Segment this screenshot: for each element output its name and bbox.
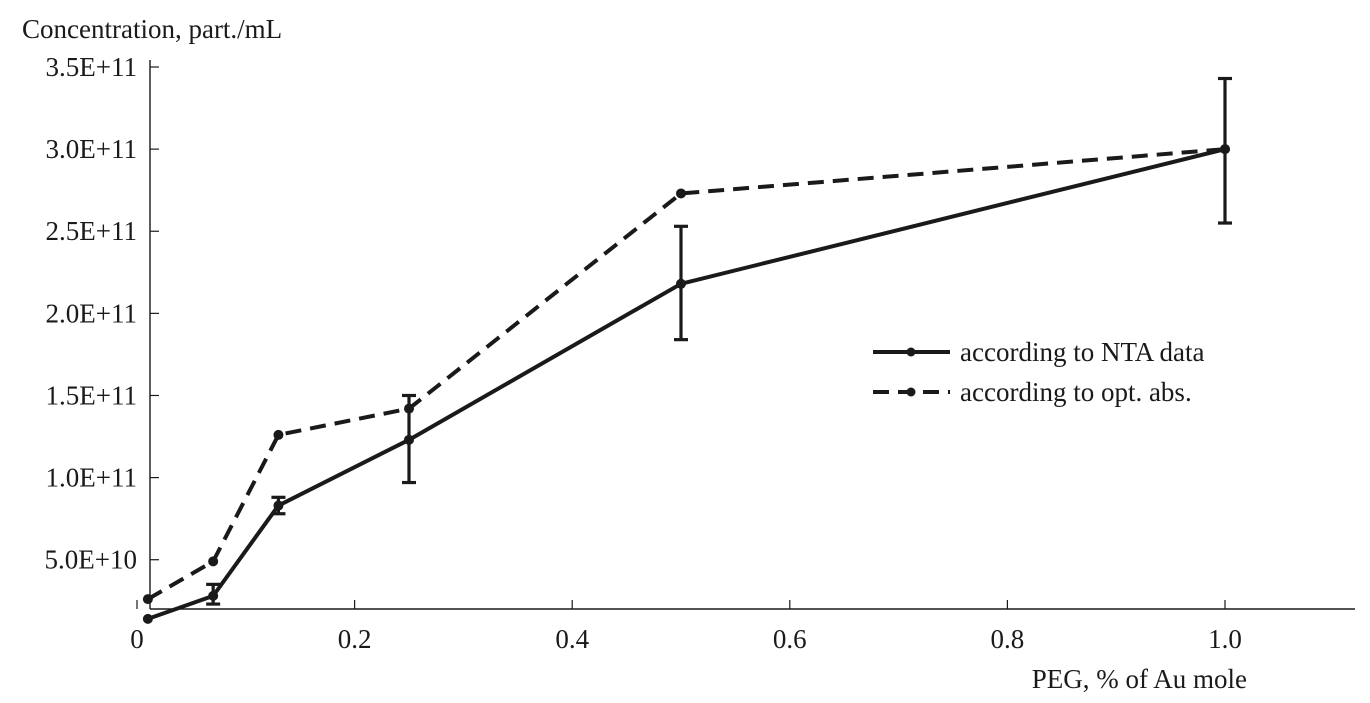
- y-tick-label: 3.0E+11: [46, 134, 137, 164]
- x-tick-label: 0.6: [773, 624, 807, 654]
- series-line: [147, 147, 1226, 621]
- y-ticks: 5.0E+10 1.0E+11 1.5E+11 2.0E+11 2.5E+11 3.0E+…: [45, 52, 159, 575]
- y-tick-label: 2.5E+11: [46, 216, 137, 246]
- series-line: [146, 147, 1226, 601]
- x-tick-label: 0.2: [338, 624, 372, 654]
- y-tick-label: 1.0E+11: [46, 463, 137, 493]
- plot-area: [142, 76, 1232, 624]
- series-opt-abs: [142, 144, 1230, 605]
- y-tick-label: 1.5E+11: [46, 380, 137, 410]
- x-axis-title: PEG, % of Au mole: [1032, 664, 1247, 694]
- data-point: [273, 429, 284, 440]
- x-tick-label: 0: [130, 624, 144, 654]
- y-tick-label: 2.0E+11: [46, 298, 137, 328]
- legend-label: according to NTA data: [960, 337, 1205, 367]
- data-point: [208, 556, 219, 567]
- data-point: [404, 434, 414, 445]
- data-point: [404, 403, 414, 414]
- axes: [149, 60, 1355, 610]
- data-point: [208, 590, 219, 601]
- x-tick-label: 0.8: [991, 624, 1025, 654]
- data-point: [676, 278, 686, 289]
- data-point: [273, 500, 284, 511]
- x-ticks: 0 0.2 0.4 0.6 0.8 1.0: [130, 600, 1242, 654]
- legend-item: according to opt. abs.: [873, 377, 1192, 407]
- legend-label: according to opt. abs.: [960, 377, 1192, 407]
- x-tick-label: 1.0: [1208, 624, 1242, 654]
- data-point: [1220, 144, 1230, 155]
- data-point: [142, 594, 153, 605]
- legend-swatch-marker: [906, 387, 916, 397]
- y-axis-title: Concentration, part./mL: [22, 14, 282, 44]
- legend-item: according to NTA data: [873, 337, 1205, 367]
- y-tick-label: 5.0E+10: [45, 545, 137, 575]
- x-tick-label: 0.4: [555, 624, 589, 654]
- data-point: [676, 188, 686, 199]
- legend-swatch-marker: [906, 347, 916, 357]
- y-tick-label: 3.5E+11: [46, 52, 137, 82]
- legend: according to NTA data according to opt. a…: [873, 337, 1205, 407]
- data-point: [142, 613, 153, 624]
